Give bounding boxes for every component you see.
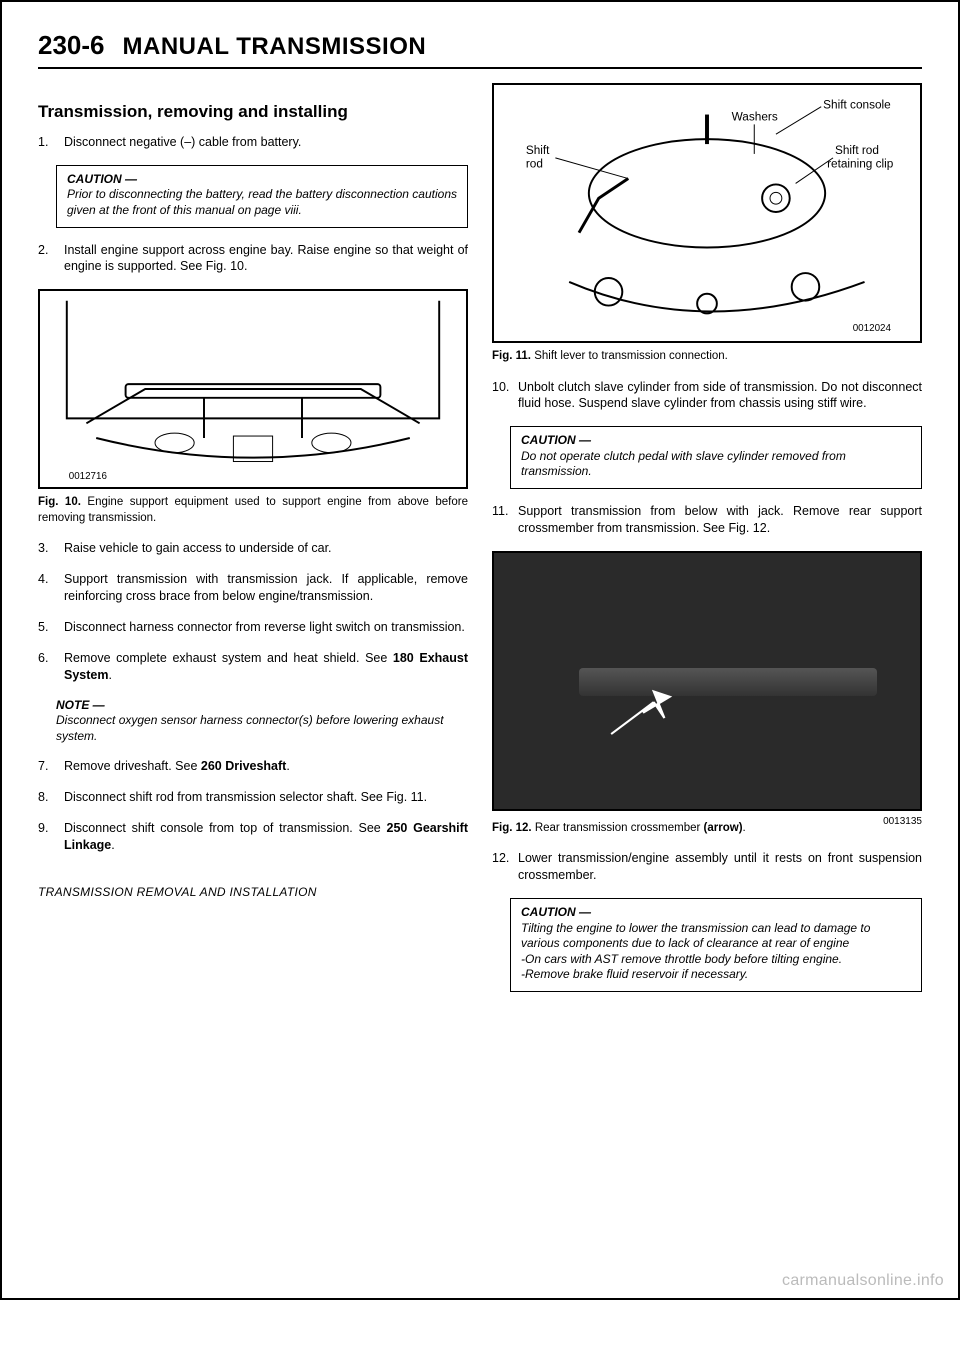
left-column: Transmission, removing and installing 1.… [38,83,468,1006]
step-text: Disconnect shift rod from transmission s… [64,789,427,806]
step-number: 3. [38,540,58,557]
caution-body: Do not operate clutch pedal with slave c… [521,449,911,480]
caution-line: -Remove brake fluid reservoir if necessa… [521,967,911,983]
svg-text:rod: rod [526,157,543,171]
step-number: 8. [38,789,58,806]
label-shift-rod: Shift [526,143,550,157]
caution-line: Tilting the engine to lower the transmis… [521,921,911,952]
caution-body: Prior to disconnecting the battery, read… [67,187,457,218]
step-list: 2. Install engine support across engine … [38,242,468,276]
step-list: 10. Unbolt clutch slave cylinder from si… [492,379,922,413]
step-8: 8. Disconnect shift rod from transmissio… [38,789,468,806]
note-block: NOTE — Disconnect oxygen sensor harness … [56,698,468,745]
manual-page: 230-6 MANUAL TRANSMISSION Transmission, … [0,0,960,1300]
caution-box: CAUTION — Tilting the engine to lower th… [510,898,922,992]
step-5: 5. Disconnect harness connector from rev… [38,619,468,636]
label-shift-console: Shift console [823,98,891,112]
page-number: 230-6 [38,30,105,61]
label-washers: Washers [732,109,778,123]
chapter-title: MANUAL TRANSMISSION [123,33,427,61]
label-shift-rod-clip: Shift rod [835,143,879,157]
figure-caption-text: Shift lever to transmission connection. [534,350,728,362]
arrow-overlay [494,553,920,830]
svg-text:retaining clip: retaining clip [827,157,894,171]
step-text: Remove driveshaft. See 260 Driveshaft. [64,758,290,775]
step-11: 11. Support transmission from below with… [492,503,922,537]
step-12: 12. Lower transmission/engine assembly u… [492,850,922,884]
caution-heading: CAUTION — [521,905,911,921]
figure-id: 0013135 [883,815,922,829]
figure-12 [492,551,922,811]
step-7: 7. Remove driveshaft. See 260 Driveshaft… [38,758,468,775]
step-list: 11. Support transmission from below with… [492,503,922,537]
step-text: Disconnect negative (–) cable from batte… [64,134,301,151]
step-10: 10. Unbolt clutch slave cylinder from si… [492,379,922,413]
figure-10: 0012716 [38,289,468,489]
shift-lever-diagram: Shift console Washers Shift rod Shift ro… [494,85,920,341]
right-column: Shift console Washers Shift rod Shift ro… [492,83,922,1006]
step-text: Support transmission with transmission j… [64,571,468,605]
figure-caption-text: Engine support equipment used to support… [38,496,468,524]
step-text: Install engine support across engine bay… [64,242,468,276]
figure-10-caption: Fig. 10. Engine support equipment used t… [38,495,468,526]
page-header: 230-6 MANUAL TRANSMISSION [38,30,922,69]
step-6: 6. Remove complete exhaust system and he… [38,650,468,684]
step-number: 12. [492,850,512,884]
step-text: Remove complete exhaust system and heat … [64,650,468,684]
figure-label: Fig. 11. [492,350,531,362]
step-number: 6. [38,650,58,684]
step-list: 12. Lower transmission/engine assembly u… [492,850,922,884]
figure-11: Shift console Washers Shift rod Shift ro… [492,83,922,343]
step-number: 2. [38,242,58,276]
step-number: 10. [492,379,512,413]
section-footer: TRANSMISSION REMOVAL AND INSTALLATION [38,884,468,900]
step-text: Support transmission from below with jac… [518,503,922,537]
figure-id: 0012716 [69,472,108,483]
caution-line: -On cars with AST remove throttle body b… [521,952,911,968]
step-4: 4. Support transmission with transmissio… [38,571,468,605]
figure-11-caption: Fig. 11. Shift lever to transmission con… [492,349,922,365]
note-body: Disconnect oxygen sensor harness connect… [56,713,468,744]
step-number: 5. [38,619,58,636]
caution-heading: CAUTION — [521,433,911,449]
step-list: 1. Disconnect negative (–) cable from ba… [38,134,468,151]
step-9: 9. Disconnect shift console from top of … [38,820,468,854]
step-text: Unbolt clutch slave cylinder from side o… [518,379,922,413]
step-text: Lower transmission/engine assembly until… [518,850,922,884]
step-number: 7. [38,758,58,775]
step-list: 3. Raise vehicle to gain access to under… [38,540,468,683]
caution-heading: CAUTION — [67,172,457,188]
engine-support-diagram: 0012716 [40,291,466,487]
step-text: Disconnect shift console from top of tra… [64,820,468,854]
figure-id: 0012024 [853,323,892,334]
figure-label: Fig. 10. [38,496,81,508]
step-1: 1. Disconnect negative (–) cable from ba… [38,134,468,151]
step-number: 9. [38,820,58,854]
step-2: 2. Install engine support across engine … [38,242,468,276]
step-number: 1. [38,134,58,151]
step-list: 7. Remove driveshaft. See 260 Driveshaft… [38,758,468,854]
watermark: carmanualsonline.info [782,1272,944,1290]
step-number: 4. [38,571,58,605]
step-3: 3. Raise vehicle to gain access to under… [38,540,468,557]
step-text: Raise vehicle to gain access to undersid… [64,540,332,557]
two-column-body: Transmission, removing and installing 1.… [38,83,922,1006]
step-number: 11. [492,503,512,537]
note-heading: NOTE — [56,698,468,714]
section-title: Transmission, removing and installing [38,101,468,124]
caution-box: CAUTION — Prior to disconnecting the bat… [56,165,468,228]
caution-box: CAUTION — Do not operate clutch pedal wi… [510,426,922,489]
step-text: Disconnect harness connector from revers… [64,619,465,636]
